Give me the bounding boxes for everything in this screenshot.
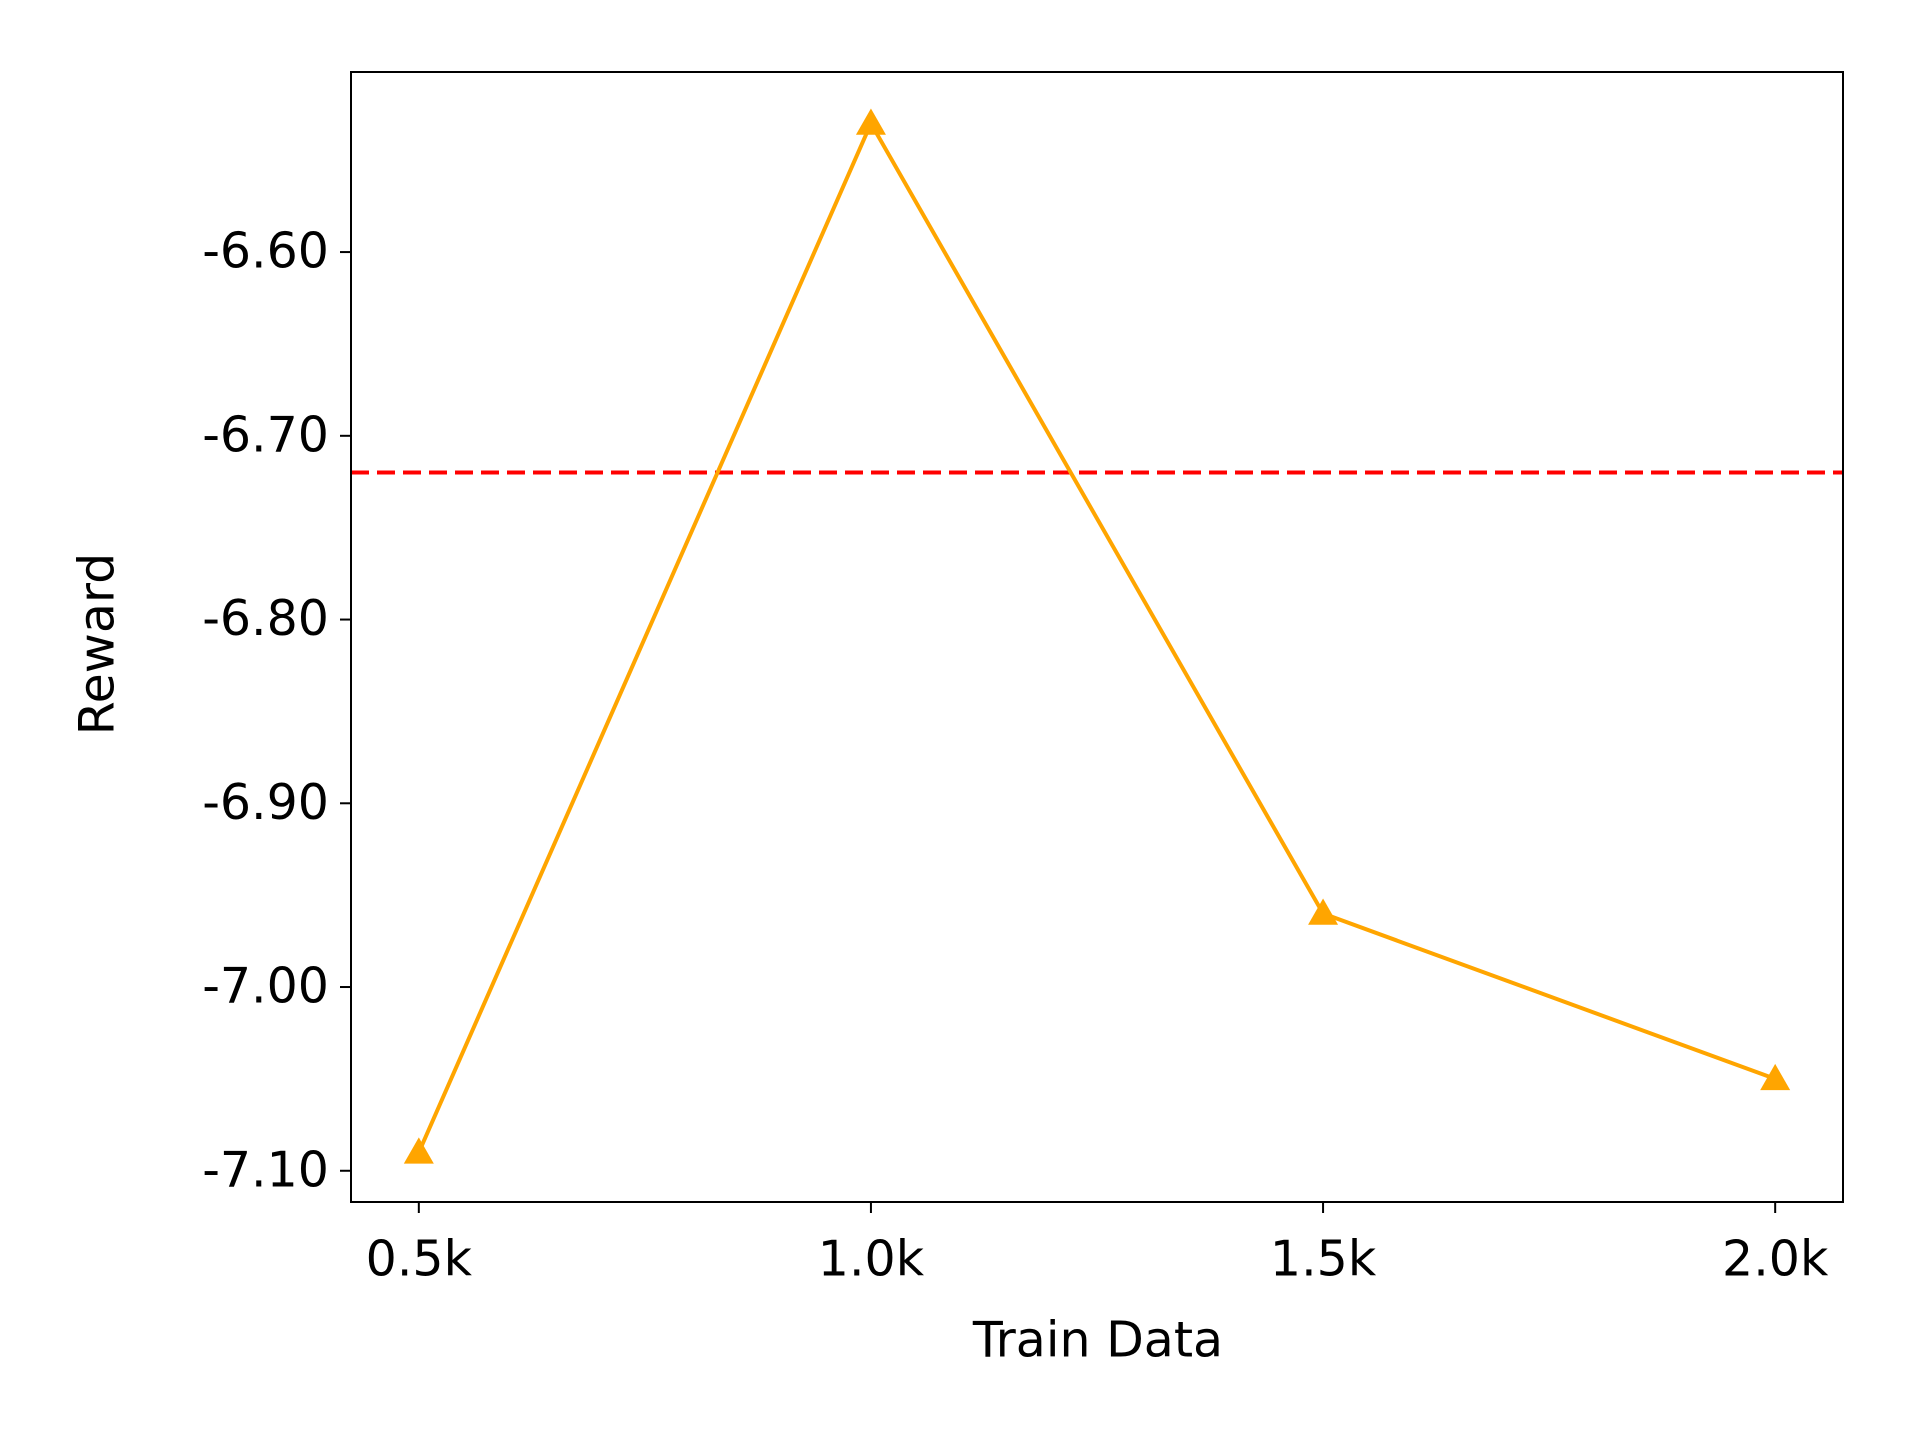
marker: [855, 108, 886, 135]
y-tick-label: -6.70: [202, 406, 329, 463]
y-axis-label: Reward: [69, 553, 126, 735]
x-axis-label: Train Data: [972, 1312, 1223, 1369]
y-tick-label: -6.80: [202, 590, 329, 647]
x-tick-label: 1.0k: [818, 1231, 925, 1288]
x-tick-label: 0.5k: [366, 1231, 473, 1288]
y-tick-label: -7.10: [202, 1141, 329, 1198]
x-tick-label: 1.5k: [1270, 1231, 1377, 1288]
y-tick-label: -7.00: [202, 958, 329, 1015]
marker: [1308, 898, 1339, 925]
marker: [1760, 1063, 1791, 1091]
x-tick-label: 2.0k: [1722, 1231, 1829, 1288]
series-line: [416, 119, 1776, 1154]
plot-frame: [350, 71, 1844, 1203]
marker: [403, 1137, 434, 1164]
y-tick-label: -6.60: [202, 223, 329, 280]
y-tick-label: -6.90: [202, 774, 329, 831]
